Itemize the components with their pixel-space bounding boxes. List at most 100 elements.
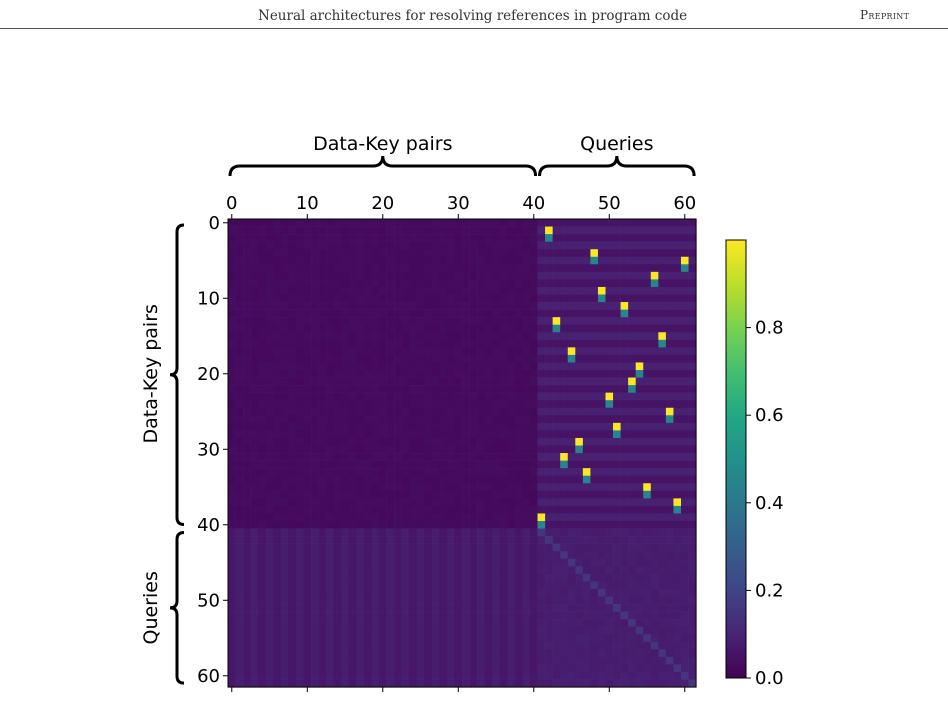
heatmap-cell	[409, 664, 418, 673]
heatmap-cell	[605, 362, 614, 371]
heatmap-cell	[469, 249, 478, 258]
heatmap-cell	[530, 596, 538, 605]
heatmap-cell	[537, 264, 546, 273]
heatmap-cell	[681, 256, 689, 265]
heatmap-cell	[371, 634, 380, 643]
heatmap-cell	[575, 279, 584, 288]
heatmap-cell	[273, 347, 282, 356]
heatmap-cell	[333, 634, 342, 643]
heatmap-cell	[295, 611, 304, 620]
heatmap-cell	[522, 241, 531, 250]
heatmap-cell	[590, 279, 599, 288]
heatmap-cell	[462, 521, 470, 529]
heatmap-cell	[280, 437, 289, 446]
heatmap-cell	[409, 641, 418, 650]
heatmap-cell	[386, 672, 395, 680]
heatmap-cell	[424, 354, 433, 363]
heatmap-cell	[522, 370, 531, 378]
heatmap-cell	[258, 596, 267, 605]
heatmap-cell	[605, 271, 614, 280]
heatmap-cell	[522, 415, 531, 424]
heatmap-cell	[409, 415, 418, 424]
heatmap-cell	[658, 437, 667, 446]
heatmap-cell	[582, 324, 591, 333]
heatmap-cell	[288, 543, 297, 552]
heatmap-cell	[575, 339, 584, 348]
heatmap-cell	[552, 664, 561, 673]
heatmap-cell	[250, 596, 259, 605]
heatmap-cell	[311, 264, 319, 273]
heatmap-cell	[454, 664, 463, 673]
heatmap-cell	[613, 596, 621, 605]
heatmap-frame	[227, 218, 697, 688]
heatmap-cell	[665, 400, 674, 409]
heatmap-cell	[590, 422, 599, 431]
heatmap-cell	[454, 347, 463, 356]
heatmap-cell	[416, 385, 425, 393]
heatmap-cell	[318, 286, 327, 295]
heatmap-cell	[605, 354, 614, 363]
heatmap-cell	[258, 460, 267, 469]
heatmap-cell	[348, 641, 357, 650]
heatmap-cell	[288, 581, 297, 590]
heatmap-cell	[673, 370, 682, 378]
heatmap-cell	[552, 415, 561, 424]
heatmap-cell	[409, 226, 418, 235]
heatmap-cell	[265, 641, 274, 650]
heatmap-cell	[371, 256, 380, 265]
heatmap-cell	[620, 354, 629, 363]
heatmap-cell	[401, 573, 410, 582]
heatmap-cell	[326, 505, 334, 514]
heatmap-cell	[446, 324, 455, 333]
heatmap-cell	[265, 611, 274, 620]
heatmap-cell	[575, 234, 584, 242]
heatmap-cell	[386, 400, 395, 409]
heatmap-cell	[688, 453, 697, 461]
heatmap-cell	[507, 604, 516, 612]
heatmap-cell	[439, 588, 448, 597]
heatmap-cell	[492, 641, 501, 650]
heatmap-cell	[356, 536, 365, 544]
heatmap-cell	[386, 392, 395, 401]
heatmap-cell	[409, 286, 418, 295]
heatmap-cell	[348, 521, 357, 529]
heatmap-cell	[643, 234, 652, 242]
heatmap-cell	[371, 611, 380, 620]
heatmap-cell	[454, 400, 463, 409]
heatmap-cell	[507, 536, 516, 544]
heatmap-cell	[643, 679, 652, 688]
heatmap-cell	[280, 513, 289, 522]
heatmap-cell	[439, 362, 448, 371]
heatmap-cell	[590, 498, 599, 507]
heatmap-cell	[228, 226, 236, 235]
heatmap-cell	[446, 611, 455, 620]
heatmap-cell	[650, 234, 659, 242]
heatmap-cell	[590, 407, 599, 416]
heatmap-cell	[371, 588, 380, 597]
heatmap-cell	[620, 513, 629, 522]
heatmap-cell	[243, 536, 251, 544]
heatmap-cell	[635, 619, 644, 627]
heatmap-cell	[379, 422, 387, 431]
heatmap-cell	[605, 234, 614, 242]
heatmap-cell	[681, 249, 689, 258]
heatmap-cell	[288, 437, 297, 446]
heatmap-cell	[416, 302, 425, 310]
heatmap-cell	[552, 611, 561, 620]
heatmap-cell	[416, 619, 425, 627]
heatmap-cell	[469, 437, 478, 446]
heatmap-cell	[665, 309, 674, 318]
heatmap-cell	[605, 407, 614, 416]
heatmap-cell	[665, 294, 674, 303]
heatmap-cell	[243, 264, 251, 273]
heatmap-cell	[673, 596, 682, 605]
heatmap-cell	[243, 641, 251, 650]
heatmap-cell	[590, 362, 599, 371]
heatmap-cell	[386, 317, 395, 325]
heatmap-cell	[605, 528, 614, 537]
heatmap-cell	[409, 619, 418, 627]
heatmap-cell	[356, 362, 365, 371]
heatmap-cell	[409, 626, 418, 635]
heatmap-cell	[446, 664, 455, 673]
